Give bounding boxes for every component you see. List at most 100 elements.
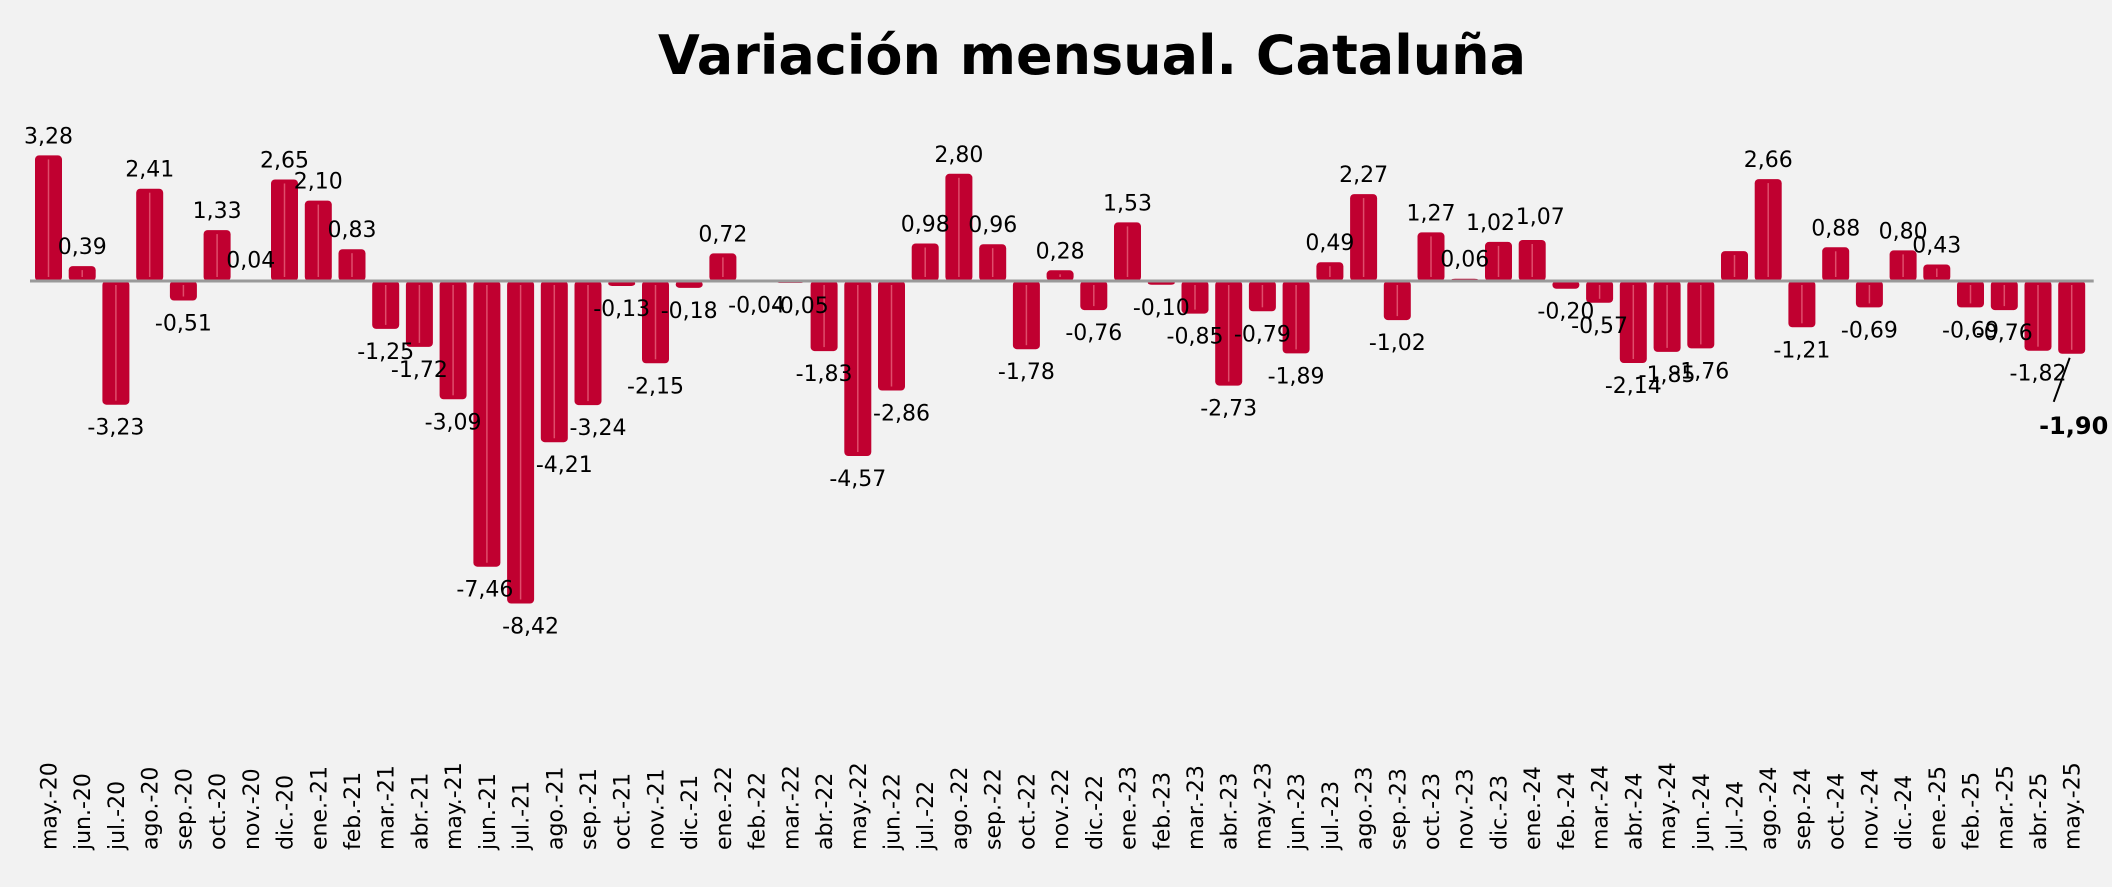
- x-tick-label: feb.-23: [1150, 772, 1175, 850]
- bar-ago.-22: [945, 173, 973, 281]
- x-tick-label: dic.-24: [1892, 775, 1917, 850]
- data-label: -3,24: [570, 416, 627, 441]
- chart-title: Variación mensual. Cataluña: [658, 24, 1526, 87]
- x-tick-label: may.-20: [38, 762, 63, 850]
- x-tick-label: may.-22: [847, 762, 872, 850]
- data-label: 1,33: [193, 199, 242, 224]
- x-tick-label: jul.-22: [914, 781, 939, 851]
- data-label: -0,69: [1942, 318, 1999, 343]
- bars-group: [35, 155, 2086, 604]
- bar-abr.-21: [405, 281, 433, 347]
- x-tick-label: jun.-20: [71, 773, 96, 851]
- x-tick-label: abr.-24: [1622, 773, 1647, 850]
- x-tick-label: may.-23: [1251, 762, 1276, 850]
- data-label: 2,66: [1744, 148, 1793, 173]
- bar-ago.-24: [1754, 179, 1782, 281]
- data-label: 0,88: [1811, 216, 1860, 241]
- bar-jul.-21: [507, 281, 535, 604]
- data-label: -1,72: [391, 358, 448, 383]
- bar-nov.-22: [1046, 270, 1074, 281]
- x-tick-label: sep.-23: [1386, 768, 1411, 850]
- bar-sep.-20: [169, 281, 197, 301]
- bar-ene.-21: [304, 200, 332, 281]
- bar-jul.-24: [1721, 251, 1748, 281]
- x-tick-label: mar.-23: [1184, 765, 1209, 850]
- bar-sep.-22: [979, 244, 1007, 281]
- data-label: 1,53: [1103, 191, 1152, 216]
- x-tick-label: feb.-22: [746, 772, 771, 850]
- data-labels-group: 3,28 0,39 -3,23 2,41 -0,51 1,33 0,04 2,652,10 0,…: [24, 124, 2108, 639]
- x-tick-label: jul.-23: [1319, 781, 1344, 851]
- data-label: 1,07: [1516, 205, 1565, 230]
- x-tick-label: mar.-22: [779, 765, 804, 850]
- data-label: -0,05: [772, 294, 829, 319]
- bar-jun.-24: [1687, 281, 1715, 349]
- data-label: -2,86: [873, 402, 930, 427]
- x-tick-label: nov.-21: [645, 768, 670, 850]
- x-tick-label: ago.-21: [543, 767, 568, 850]
- data-label: -7,46: [456, 578, 513, 603]
- x-tick-label: feb.-21: [341, 772, 366, 850]
- bar: [675, 281, 703, 288]
- bar-may.-24: [1653, 281, 1681, 352]
- bar-ene.-25: [1923, 264, 1951, 281]
- data-label: -1,21: [1773, 338, 1830, 363]
- x-tick-label: ene.-25: [1926, 766, 1951, 850]
- x-tick-label: may.-21: [442, 762, 467, 850]
- x-tick-label: oct.-21: [611, 773, 636, 850]
- bar-jul.-22: [911, 243, 939, 281]
- x-tick-label: may.-25: [2061, 762, 2086, 850]
- bar-jun.-21: [473, 281, 501, 567]
- data-label: -2,73: [1200, 397, 1257, 422]
- x-tick-label: mar.-24: [1589, 765, 1614, 850]
- label-leader-line: [2052, 357, 2071, 403]
- bar-may.-25: [2058, 281, 2086, 354]
- x-tick-label: sep.-22: [982, 768, 1007, 850]
- bar-may.-21: [439, 281, 467, 400]
- data-label: -1,90: [2039, 412, 2108, 440]
- bar-jul.-23: [1316, 262, 1344, 281]
- data-label: -0,51: [155, 312, 212, 337]
- bar-oct.-20: [203, 230, 231, 281]
- x-tick-label: dic.-22: [1083, 775, 1108, 850]
- data-label: 1,27: [1407, 201, 1456, 226]
- data-label: -0,79: [1234, 322, 1291, 347]
- bar-sep.-23: [1383, 281, 1411, 321]
- bar-dic.-24: [1889, 250, 1917, 281]
- bar-oct.-22: [1012, 281, 1040, 350]
- data-label: -0,69: [1841, 318, 1898, 343]
- bar-nov.-21: [642, 281, 669, 364]
- x-tick-label: feb.-25: [1960, 772, 1985, 850]
- bar-oct.-23: [1417, 232, 1445, 281]
- bar-feb.-25: [1957, 281, 1984, 308]
- data-label: -0,18: [661, 299, 718, 324]
- data-label: 2,65: [260, 149, 309, 174]
- x-tick-label: jun.-21: [476, 773, 501, 851]
- data-label: -1,85: [1639, 363, 1696, 388]
- bar: [1552, 281, 1580, 289]
- bar-ago.-23: [1350, 194, 1378, 281]
- data-label: 2,10: [294, 170, 343, 195]
- bar-ago.-20: [136, 188, 164, 281]
- data-label: -4,57: [829, 467, 886, 492]
- x-tick-label: ago.-22: [948, 767, 973, 850]
- x-tick-label: abr.-25: [2027, 773, 2052, 850]
- bar-mar.-25: [1990, 281, 2018, 311]
- data-label: -2,14: [1605, 374, 1662, 399]
- x-tick-label: abr.-23: [1218, 773, 1243, 850]
- data-label: 2,27: [1339, 163, 1388, 188]
- x-tick-label: jun.-22: [881, 773, 906, 851]
- x-tick-label: ene.-22: [712, 766, 737, 850]
- x-tick-label: ago.-23: [1353, 767, 1378, 850]
- bar-ene.-24: [1518, 240, 1546, 281]
- data-label: -1,78: [998, 360, 1055, 385]
- bar-dic.-23: [1485, 241, 1512, 281]
- bar-sep.-21: [574, 281, 602, 406]
- bar-mar.-23: [1181, 281, 1209, 314]
- x-tick-label: nov.-22: [1049, 768, 1074, 850]
- data-label: -0,76: [1065, 321, 1122, 346]
- data-label: -0,76: [1976, 321, 2033, 346]
- x-tick-label: oct.-23: [1420, 773, 1445, 850]
- x-tick-label: ago.-24: [1757, 767, 1782, 850]
